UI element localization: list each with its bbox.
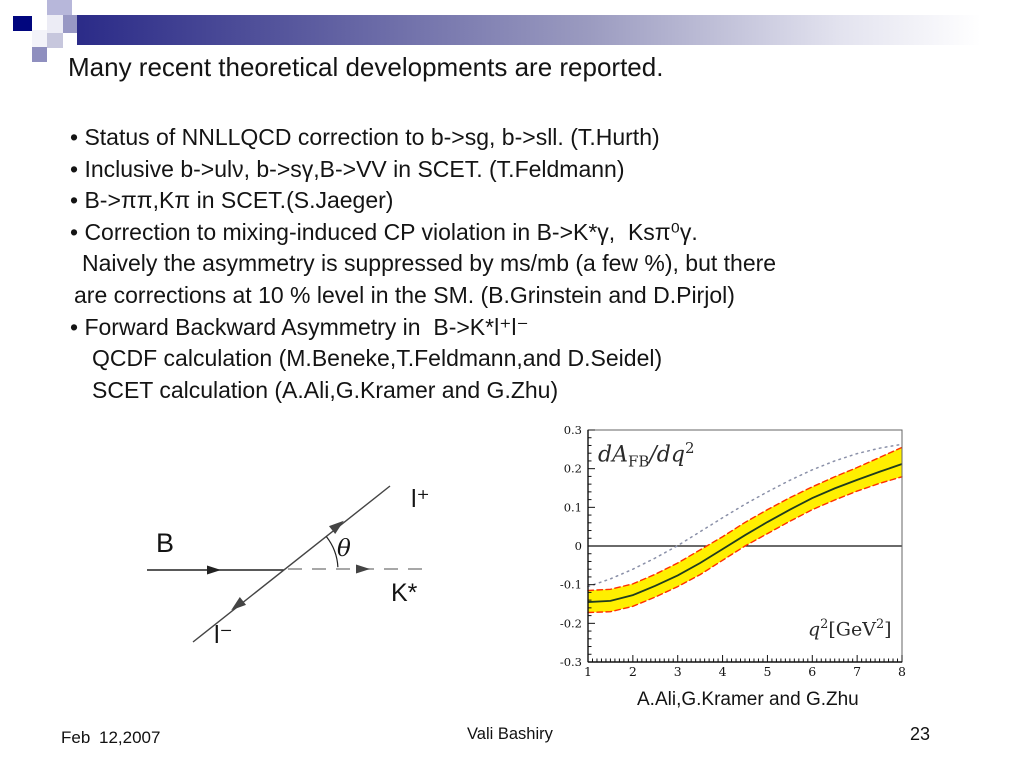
chart-title-sub: FB — [627, 452, 650, 471]
bullet-line: • Correction to mixing-induced CP violat… — [70, 218, 698, 245]
bullet-line: QCDF calculation (M.Beneke,T.Feldmann,an… — [92, 345, 663, 372]
uncertainty-band — [588, 447, 902, 613]
xlabel-part: ] — [884, 618, 892, 641]
bullet-line: • Forward Backward Asymmetry in B->K*l⁺l… — [70, 313, 529, 340]
lepton-plus-label: l⁺ — [411, 485, 430, 513]
x-tick-label: 5 — [763, 664, 771, 679]
y-tick-label: 0.1 — [564, 500, 582, 514]
theta-arc — [325, 536, 339, 568]
chart-title-part: /dq — [649, 442, 685, 468]
y-tick-label: 0.2 — [564, 462, 582, 476]
decor-square — [47, 15, 63, 33]
decor-square — [63, 15, 77, 33]
chart-title: dAFB/dq2 — [598, 439, 694, 471]
footer-date: Feb 12,2007 — [61, 728, 161, 747]
y-tick-label: -0.1 — [560, 578, 582, 592]
x-tick-label: 1 — [584, 664, 592, 679]
band-lower-edge — [587, 476, 903, 614]
dotted-reference-curve — [587, 443, 903, 588]
x-tick-label: 6 — [808, 664, 816, 679]
chart-caption: A.Ali,G.Kramer and G.Zhu — [637, 689, 859, 710]
y-tick-label: 0 — [575, 539, 582, 553]
bullet-line: SCET calculation (A.Ali,G.Kramer and G.Z… — [92, 376, 559, 403]
bullet-line: • Status of NNLLQCD correction to b->sg,… — [70, 124, 660, 150]
bullet-line: • B->ππ,Kπ in SCET.(S.Jaeger) — [70, 187, 394, 214]
lepton-axis-line — [192, 485, 391, 643]
x-tick-label: 8 — [898, 664, 906, 679]
arrowhead — [328, 520, 344, 535]
arrowhead — [356, 564, 370, 574]
bullet-list: • Status of NNLLQCD correction to b->sg,… — [68, 122, 968, 406]
decor-square — [47, 0, 72, 15]
decor-square — [32, 47, 47, 62]
bullet-line: are corrections at 10 % level in the SM.… — [74, 281, 735, 308]
x-tick-label: 4 — [719, 664, 727, 679]
decay-angle-diagram: B l⁺ l⁻ K* θ — [147, 485, 430, 649]
bullet-line: • Inclusive b->ulν, b->sγ,B->VV in SCET.… — [70, 155, 625, 182]
bullet-line: Naively the asymmetry is suppressed by m… — [82, 250, 777, 277]
y-tick-label: -0.3 — [560, 655, 582, 669]
y-tick-label: 0.3 — [564, 423, 582, 437]
x-tick-label: 2 — [629, 664, 637, 679]
afb-chart-plot: 1 2 3 4 5 6 7 8 0.3 0.2 0.1 0 -0.1 -0.2 -0.3 — [540, 413, 925, 695]
band-upper-edge — [587, 446, 903, 592]
xlabel-part: [GeV — [828, 618, 876, 641]
y-tick-label: -0.2 — [560, 616, 582, 630]
chart-title-part: dA — [598, 442, 628, 468]
decor-square — [13, 16, 32, 31]
x-tick-label: 7 — [853, 664, 861, 679]
central-curve — [587, 463, 903, 603]
chart-title-sup: 2 — [684, 439, 695, 457]
arrowhead — [231, 596, 247, 611]
xlabel-sup: 2 — [820, 617, 829, 632]
xlabel-sup: 2 — [875, 617, 885, 632]
footer-author: Vali Bashiry — [467, 725, 553, 743]
decor-square — [47, 33, 63, 48]
kstar-label: K* — [391, 579, 418, 607]
xlabel-part: q — [808, 618, 821, 641]
page-number: 23 — [910, 724, 931, 744]
header-gradient-bar — [77, 15, 1009, 45]
chart-xaxis-label: q2[GeV2] — [808, 617, 892, 640]
slide-title: Many recent theoretical developments are… — [68, 52, 664, 82]
theta-label: θ — [337, 536, 351, 562]
decor-square — [32, 30, 47, 47]
afb-chart-svg: 1 2 3 4 5 6 7 8 0.3 0.2 0.1 0 -0.1 -0.2 -0.3 — [560, 423, 906, 679]
lepton-minus-label: l⁻ — [214, 621, 233, 649]
b-meson-label: B — [156, 528, 174, 558]
arrowhead — [207, 565, 221, 575]
afb-chart: 1 2 3 4 5 6 7 8 0.3 0.2 0.1 0 -0.1 -0.2 -0.3 dAFB/dq2 … — [540, 413, 925, 690]
x-tick-label: 3 — [674, 664, 682, 679]
header-decoration — [0, 0, 1024, 70]
